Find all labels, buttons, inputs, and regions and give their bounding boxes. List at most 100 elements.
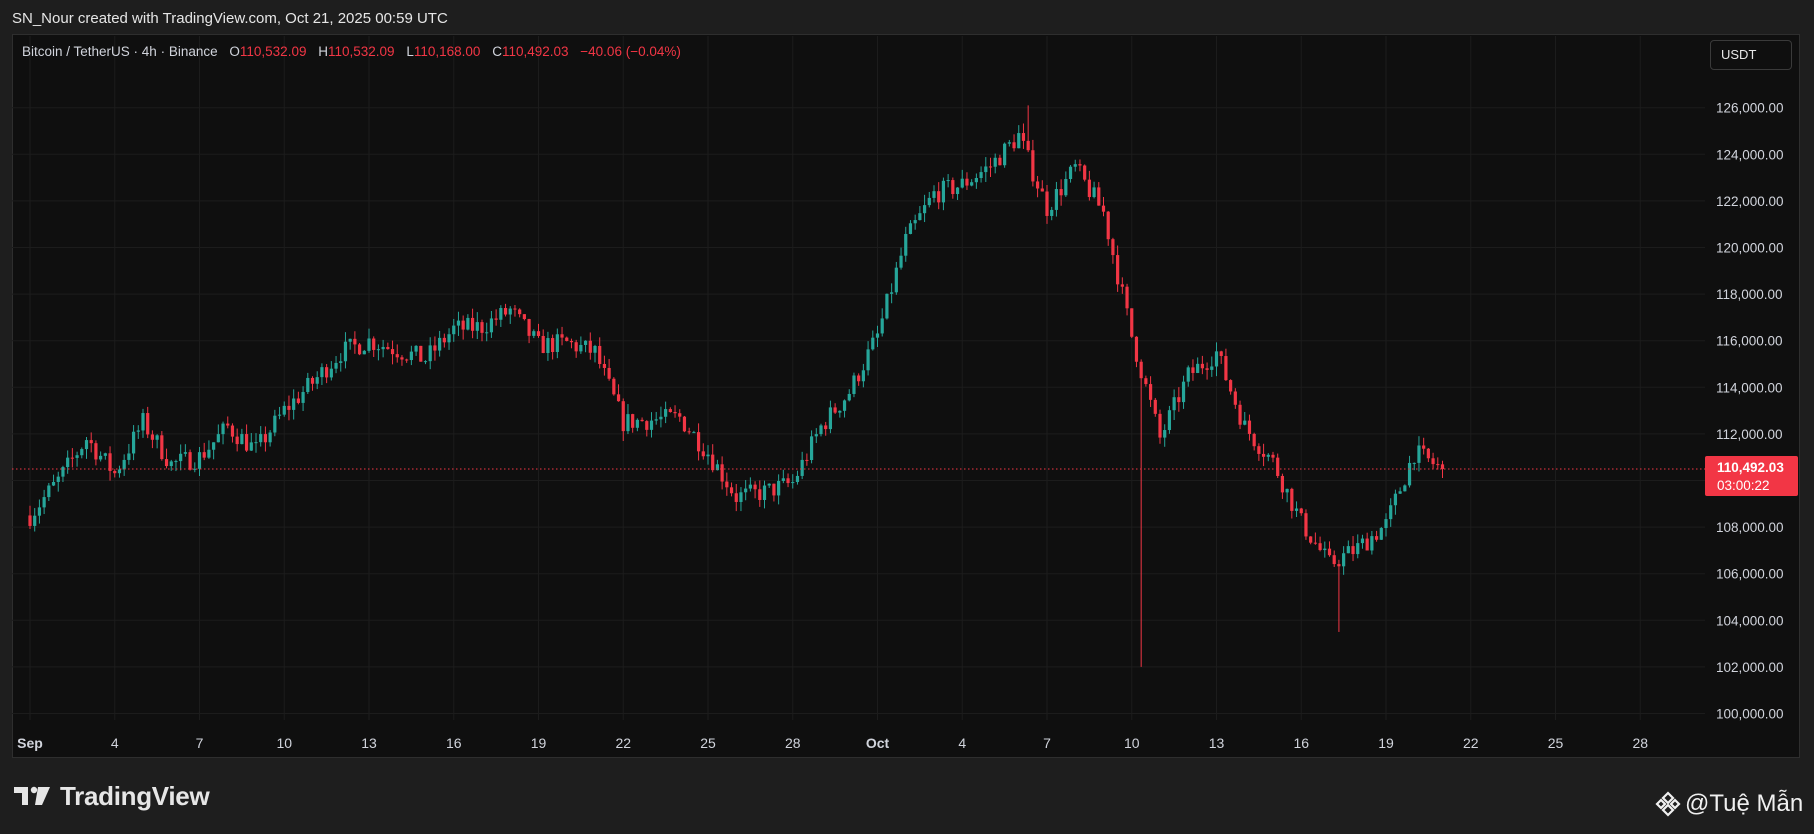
candle-body — [809, 436, 814, 461]
candle-body — [150, 434, 155, 440]
candle-body — [729, 487, 734, 494]
candle-body — [588, 340, 592, 353]
candle-body — [141, 413, 145, 431]
candle-body — [1186, 367, 1190, 382]
candle-body — [894, 267, 898, 293]
time-axis-label: 10 — [1124, 735, 1140, 751]
candle-body — [202, 452, 206, 458]
candle-body — [569, 340, 574, 343]
candle-body — [753, 484, 757, 490]
candle-body — [1083, 165, 1087, 180]
candle-body — [1243, 420, 1247, 425]
candle-body — [1370, 536, 1374, 551]
candle-body — [805, 459, 809, 461]
candle-body — [1068, 166, 1073, 180]
candle-body — [734, 493, 738, 502]
candle-body — [649, 420, 654, 430]
tradingview-logo-icon — [14, 786, 50, 805]
candle-body — [400, 357, 404, 360]
candle-body — [1436, 464, 1440, 466]
price-axis-label: 104,000.00 — [1716, 613, 1784, 628]
candle-body — [423, 361, 428, 363]
candle-body — [541, 335, 545, 354]
candle-body — [1403, 485, 1407, 492]
candle-body — [1139, 361, 1143, 379]
candle-body — [230, 425, 235, 437]
candle-body — [160, 435, 164, 460]
candle-body — [664, 409, 668, 417]
candle-body — [725, 481, 729, 488]
candle-body — [1021, 133, 1026, 141]
candle-body — [452, 325, 456, 335]
candle-body — [574, 342, 578, 352]
candle-body — [955, 187, 960, 195]
high-label: H — [318, 44, 328, 59]
candle-body — [645, 421, 649, 430]
candle-body — [1196, 363, 1200, 373]
price-axis-label: 100,000.00 — [1716, 707, 1784, 722]
change-value: −40.06 (−0.04%) — [580, 44, 681, 59]
time-axis-label: 13 — [1209, 735, 1225, 751]
low-label: L — [406, 44, 414, 59]
candle-body — [678, 413, 682, 417]
candle-body — [1040, 188, 1044, 192]
candle-body — [1153, 399, 1157, 414]
candle-body — [833, 407, 837, 413]
currency-button[interactable]: USDT — [1710, 40, 1792, 70]
candle-body — [268, 432, 272, 443]
symbol-label[interactable]: Bitcoin / TetherUS · 4h · Binance — [22, 44, 218, 59]
candle-body — [259, 434, 263, 443]
candle-body — [607, 367, 611, 379]
candle-body — [442, 337, 446, 343]
candle-body — [456, 320, 461, 326]
candle-body — [390, 349, 395, 355]
candle-body — [353, 338, 357, 345]
candle-body — [1172, 397, 1176, 411]
candle-body — [169, 461, 173, 467]
candle-body — [720, 464, 724, 482]
candle-body — [970, 182, 974, 186]
candle-body — [325, 367, 329, 378]
candle-body — [866, 349, 870, 371]
candle-body — [386, 346, 390, 350]
candle-body — [1092, 187, 1096, 198]
tradingview-brand[interactable]: TradingView — [14, 780, 210, 812]
candle-body — [489, 318, 494, 333]
candle-body — [1167, 410, 1172, 431]
candle-body — [61, 467, 65, 477]
candle-body — [1398, 491, 1402, 494]
candle-body — [908, 223, 913, 234]
candle-body — [960, 178, 964, 188]
candle-body — [306, 377, 310, 393]
candle-body — [1422, 445, 1426, 449]
candle-body — [1280, 475, 1285, 493]
candle-body — [343, 341, 348, 362]
candle-body — [503, 308, 508, 315]
candle-body — [42, 497, 46, 508]
candle-body — [696, 432, 701, 452]
candle-body — [828, 407, 833, 430]
candle-body — [127, 453, 131, 460]
candle-body — [1379, 528, 1383, 540]
price-axis-label: 116,000.00 — [1716, 334, 1783, 349]
candle-body — [1130, 308, 1134, 337]
candle-body — [282, 405, 286, 415]
candle-body — [301, 392, 305, 403]
candle-body — [1097, 187, 1101, 206]
candle-body — [814, 434, 818, 437]
candle-body — [1101, 205, 1106, 212]
candle-body — [433, 345, 437, 351]
candle-body — [494, 318, 498, 320]
candle-body — [1031, 150, 1035, 182]
candle-body — [536, 331, 541, 336]
candle-body — [871, 337, 875, 350]
candle-body — [687, 431, 691, 433]
candle-body — [485, 332, 489, 334]
candle-body — [560, 334, 564, 338]
candle-body — [998, 157, 1002, 166]
candle-body — [263, 434, 268, 443]
candle-body — [1026, 140, 1030, 151]
candle-body — [565, 337, 569, 341]
time-axis-label: 4 — [958, 735, 966, 751]
